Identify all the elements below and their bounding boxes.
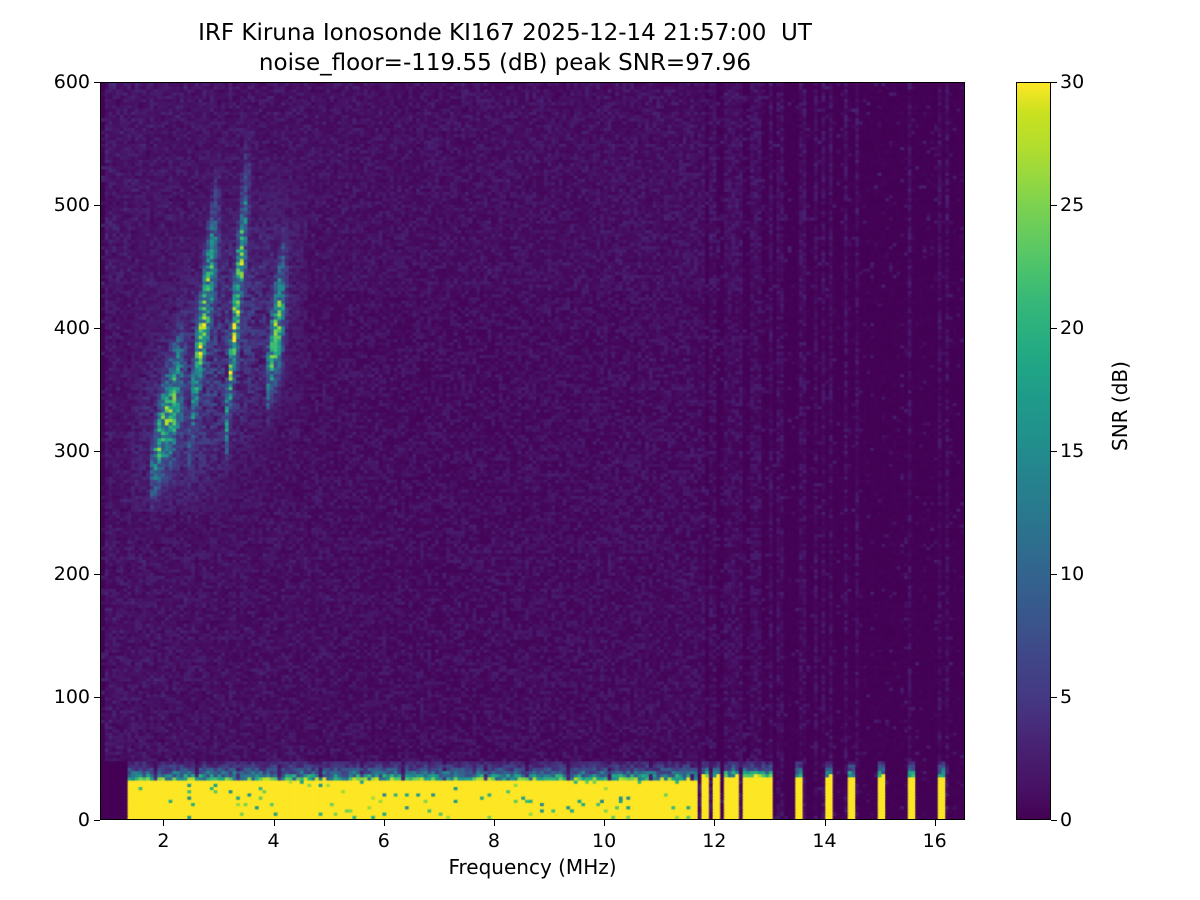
colorbar-tick-label: 20 (1060, 317, 1085, 339)
x-tick-label: 4 (267, 830, 280, 852)
x-axis-label: Frequency (MHz) (448, 855, 617, 879)
colorbar-tick-label: 25 (1060, 194, 1085, 216)
colorbar (1016, 82, 1051, 820)
colorbar-tick-label: 15 (1060, 440, 1085, 462)
colorbar-tick-mark (1051, 205, 1057, 206)
x-tick-mark (493, 820, 495, 826)
x-tick-label: 12 (702, 830, 727, 852)
x-tick-mark (383, 820, 385, 826)
x-tick-mark (714, 820, 716, 826)
y-tick-label: 100 (53, 686, 90, 708)
x-tick-label: 6 (377, 830, 390, 852)
x-tick-label: 14 (812, 830, 837, 852)
x-tick-mark (604, 820, 606, 826)
x-tick-mark (273, 820, 275, 826)
y-tick-mark (94, 697, 100, 698)
colorbar-tick-mark (1051, 328, 1057, 329)
y-tick-mark (94, 820, 100, 821)
y-tick-label: 400 (53, 317, 90, 339)
colorbar-tick-label: 10 (1060, 563, 1085, 585)
x-tick-label: 10 (592, 830, 617, 852)
title-line-2: noise_floor=-119.55 (dB) peak SNR=97.96 (258, 50, 752, 76)
y-tick-label: 200 (53, 563, 90, 585)
colorbar-tick-mark (1051, 451, 1057, 452)
x-tick-label: 2 (157, 830, 170, 852)
y-tick-mark (94, 328, 100, 329)
y-tick-mark (94, 574, 100, 575)
colorbar-tick-mark (1051, 82, 1057, 83)
colorbar-tick-mark (1051, 820, 1057, 821)
y-tick-label: 600 (53, 71, 90, 93)
colorbar-label: SNR (dB) (1108, 361, 1132, 451)
x-tick-label: 8 (487, 830, 500, 852)
y-tick-mark (94, 205, 100, 206)
title-line-1: IRF Kiruna Ionosonde KI167 2025-12-14 21… (198, 20, 812, 46)
y-tick-mark (94, 82, 100, 83)
plot-area (100, 82, 965, 820)
y-tick-label: 0 (77, 809, 90, 831)
colorbar-tick-mark (1051, 574, 1057, 575)
figure-title: IRF Kiruna Ionosonde KI167 2025-12-14 21… (0, 18, 1010, 78)
x-tick-label: 16 (922, 830, 947, 852)
colorbar-tick-label: 0 (1060, 809, 1073, 831)
y-tick-label: 300 (53, 440, 90, 462)
colorbar-tick-mark (1051, 697, 1057, 698)
colorbar-tick-label: 5 (1060, 686, 1073, 708)
x-tick-mark (163, 820, 165, 826)
y-tick-mark (94, 451, 100, 452)
ionogram-heatmap (101, 83, 964, 819)
x-tick-mark (934, 820, 936, 826)
y-tick-label: 500 (53, 194, 90, 216)
colorbar-tick-label: 30 (1060, 71, 1085, 93)
x-tick-mark (824, 820, 826, 826)
